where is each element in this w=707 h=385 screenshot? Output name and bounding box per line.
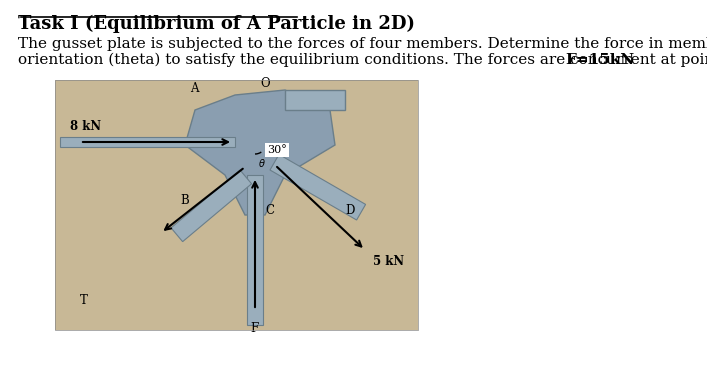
Text: D: D	[345, 204, 354, 216]
Text: 8 kN: 8 kN	[70, 120, 101, 133]
Text: F: F	[250, 322, 258, 335]
Polygon shape	[247, 175, 263, 325]
Bar	[55, 80, 418, 330]
Text: F=15kN: F=15kN	[565, 53, 634, 67]
Text: C: C	[265, 204, 274, 216]
Polygon shape	[285, 90, 345, 110]
Text: 5 kN: 5 kN	[373, 255, 404, 268]
Text: O: O	[260, 77, 269, 90]
Text: Task I (Equilibrium of A Particle in 2D): Task I (Equilibrium of A Particle in 2D)	[18, 15, 415, 33]
Text: A: A	[190, 82, 199, 95]
Text: The gusset plate is subjected to the forces of four members. Determine the force: The gusset plate is subjected to the for…	[18, 37, 707, 51]
Text: $\theta$: $\theta$	[258, 157, 266, 169]
Polygon shape	[60, 137, 235, 147]
Polygon shape	[270, 154, 366, 220]
Text: orientation (theta) to satisfy the equilibrium conditions. The forces are concur: orientation (theta) to satisfy the equil…	[18, 53, 707, 67]
Polygon shape	[171, 170, 252, 242]
Bar	[55, 80, 418, 330]
Polygon shape	[185, 90, 335, 215]
Text: T: T	[80, 293, 88, 306]
Text: 30°: 30°	[267, 145, 287, 155]
Text: B: B	[180, 194, 189, 206]
